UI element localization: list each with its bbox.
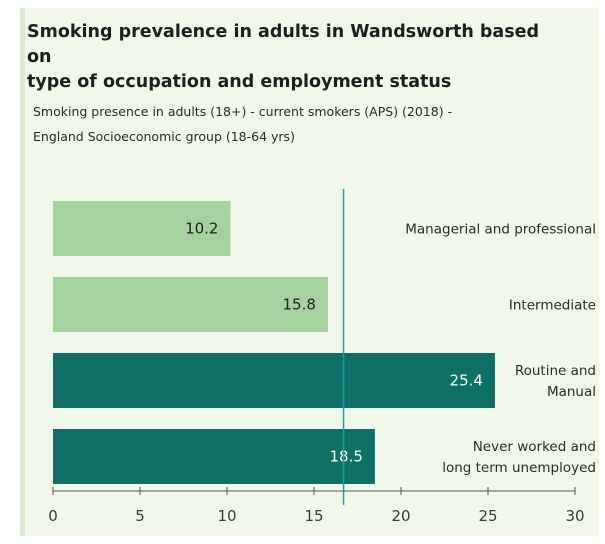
x-tick-label-6: 30 — [565, 507, 584, 525]
bar-value-label-3: 18.5 — [329, 448, 362, 466]
category-label-2-1: Manual — [547, 384, 596, 400]
chart-title: Smoking prevalence in adults in Wandswor… — [27, 20, 567, 95]
x-tick-label-3: 15 — [304, 507, 323, 525]
bar-0 — [53, 201, 231, 256]
chart-subtitle-line-2: England Socioeconomic group (18-64 yrs) — [33, 129, 295, 144]
x-tick-label-1: 5 — [135, 507, 145, 525]
x-tick-label-0: 0 — [48, 507, 58, 525]
x-tick-label-2: 10 — [217, 507, 236, 525]
bar-value-label-1: 15.8 — [283, 296, 316, 314]
category-label-3-0: Never worked and — [473, 439, 596, 455]
chart-subtitle: Smoking presence in adults (18+) - curre… — [33, 99, 573, 149]
bar-2 — [53, 353, 495, 408]
x-tick-label-5: 25 — [478, 507, 497, 525]
chart-title-line-1: Smoking prevalence in adults in Wandswor… — [27, 22, 540, 67]
category-label-2-0: Routine and — [515, 363, 596, 379]
x-tick-label-4: 20 — [391, 507, 410, 525]
category-label-3-1: long term unemployed — [442, 460, 596, 476]
bar-value-label-2: 25.4 — [450, 372, 483, 390]
chart-subtitle-line-1: Smoking presence in adults (18+) - curre… — [33, 104, 453, 119]
bar-1 — [53, 277, 328, 332]
chart-title-line-2: type of occupation and employment status — [27, 72, 452, 92]
category-label-1-0: Intermediate — [509, 298, 596, 314]
bar-3 — [53, 429, 375, 484]
category-label-0-0: Managerial and professional — [405, 222, 596, 238]
bar-value-label-0: 10.2 — [185, 220, 218, 238]
